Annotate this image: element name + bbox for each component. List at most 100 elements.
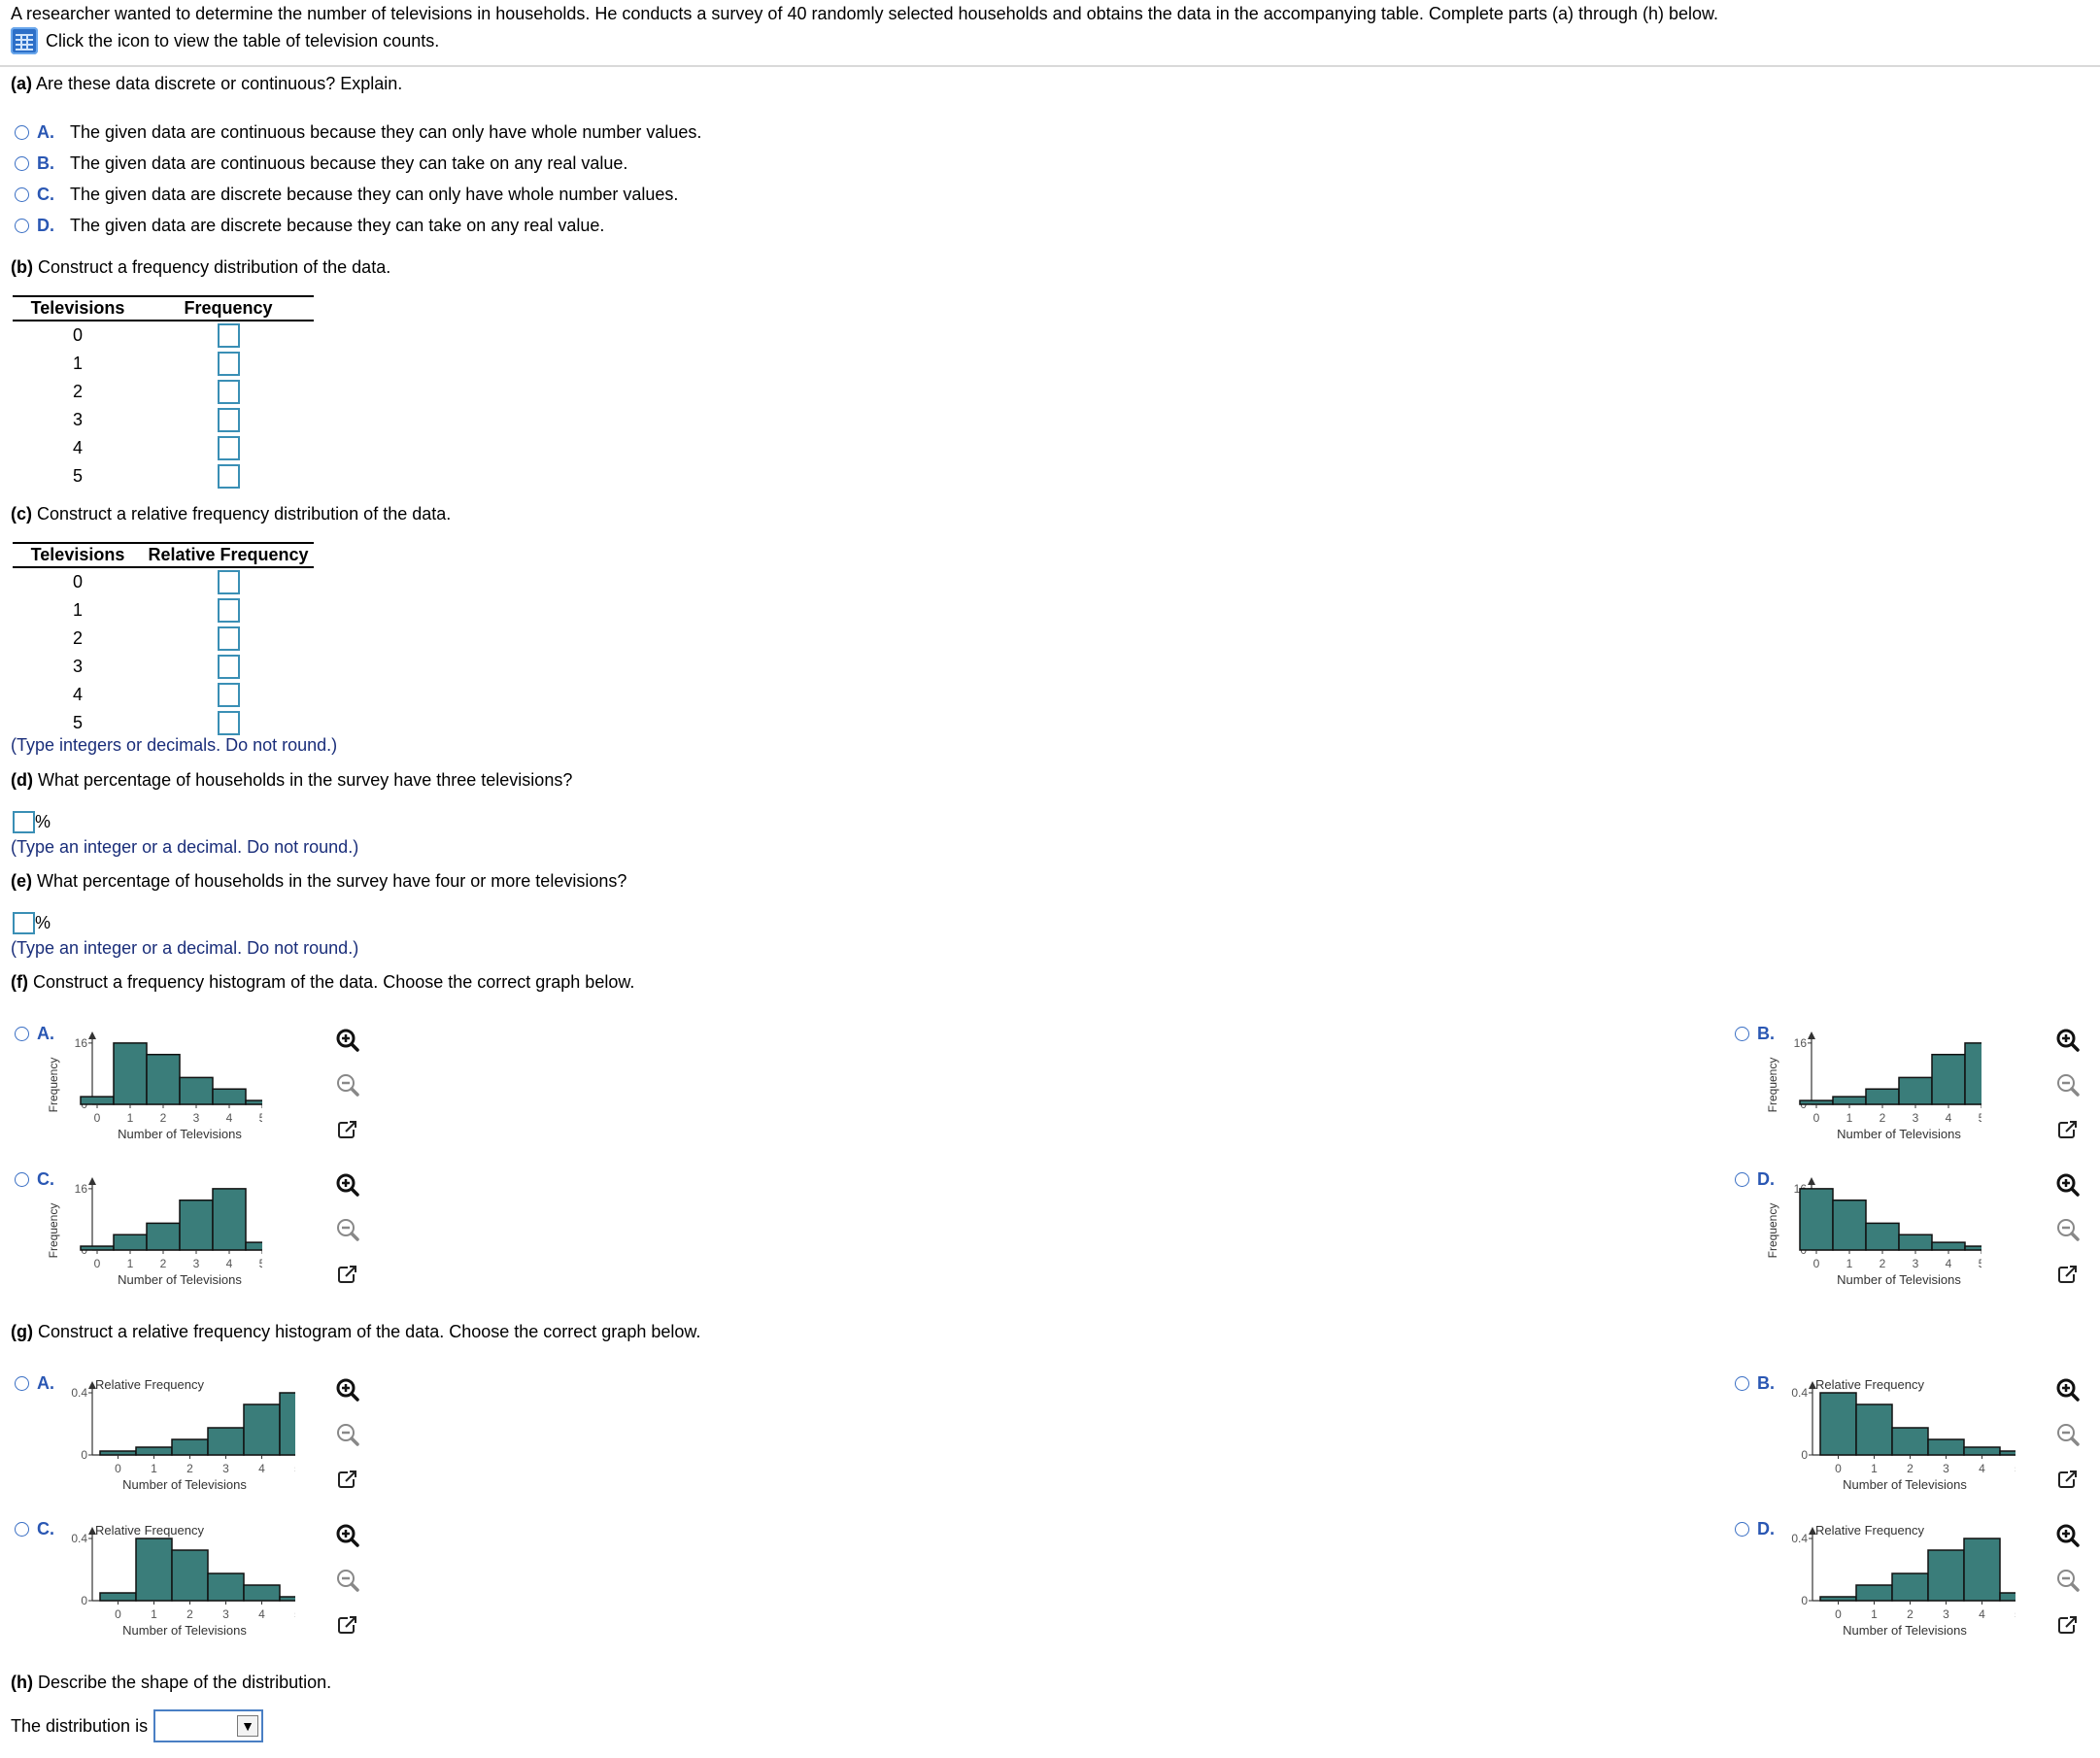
graph-option-radio[interactable]: C. [15, 1169, 70, 1190]
part-a-option-d[interactable]: D. The given data are discrete because th… [15, 216, 604, 236]
x-tick-label: 1 [1871, 1462, 1878, 1475]
zoom-out-icon[interactable] [335, 1422, 360, 1447]
relative-frequency-input[interactable] [217, 683, 240, 707]
part-g-question: (g) Construct a relative frequency histo… [11, 1322, 700, 1342]
histogram-bar [1931, 1241, 1966, 1251]
histogram-bar [1799, 1188, 1834, 1251]
histogram-bar [135, 1446, 173, 1456]
relative-frequency-input[interactable] [217, 598, 240, 623]
option-letter: B. [1757, 1373, 1775, 1393]
radio-button[interactable] [15, 1172, 29, 1187]
part-a-option-b[interactable]: B. The given data are continuous because … [15, 153, 627, 174]
x-tick-label: 3 [222, 1462, 229, 1475]
part-a-option-c[interactable]: C. The given data are discrete because th… [15, 185, 678, 205]
frequency-table: Televisions Frequency 0 1 2 3 4 5 [13, 295, 314, 490]
open-new-window-icon[interactable] [2055, 1262, 2081, 1287]
radio-button[interactable] [1735, 1027, 1749, 1041]
frequency-input[interactable] [217, 408, 240, 432]
zoom-in-icon[interactable] [2055, 1377, 2081, 1403]
table-row: 3 [13, 406, 314, 434]
frequency-input[interactable] [217, 323, 240, 348]
radio-button[interactable] [1735, 1376, 1749, 1391]
col-frequency: Frequency [143, 295, 314, 321]
open-new-window-icon[interactable] [2055, 1117, 2081, 1142]
part-f-label: (f) [11, 972, 28, 992]
frequency-input[interactable] [217, 436, 240, 460]
relative-frequency-input[interactable] [217, 570, 240, 594]
radio-button[interactable] [15, 125, 29, 140]
table-row: 3 [13, 653, 314, 681]
data-table-link[interactable]: Click the icon to view the table of tele… [11, 26, 439, 55]
zoom-out-icon[interactable] [2055, 1072, 2081, 1098]
open-new-window-icon[interactable] [2055, 1467, 2081, 1492]
graph-option-radio[interactable]: D. [1735, 1519, 1790, 1539]
distribution-shape-select[interactable]: ▼ [153, 1709, 264, 1742]
zoom-in-icon[interactable] [335, 1028, 360, 1053]
zoom-out-icon[interactable] [335, 1072, 360, 1098]
percent-input[interactable] [13, 811, 35, 833]
radio-button[interactable] [15, 156, 29, 171]
radio-button[interactable] [15, 1027, 29, 1041]
open-new-window-icon[interactable] [335, 1612, 360, 1638]
option-text: The given data are continuous because th… [70, 153, 628, 173]
histogram-bar [245, 1241, 262, 1251]
radio-button[interactable] [15, 1522, 29, 1537]
zoom-out-icon[interactable] [335, 1568, 360, 1593]
x-axis-label: Number of Televisions [1837, 1272, 1961, 1287]
zoom-out-icon[interactable] [2055, 1217, 2081, 1242]
part-d-answer: % [13, 811, 51, 833]
graph-option-radio[interactable]: C. [15, 1519, 70, 1539]
open-new-window-icon[interactable] [335, 1262, 360, 1287]
radio-button[interactable] [1735, 1522, 1749, 1537]
dropdown-arrow-icon[interactable]: ▼ [237, 1715, 259, 1737]
radio-button[interactable] [15, 1376, 29, 1391]
graph-option-radio[interactable]: D. [1735, 1169, 1790, 1190]
zoom-out-icon[interactable] [2055, 1568, 2081, 1593]
part-a-option-a[interactable]: A. The given data are continuous because … [15, 122, 701, 143]
histogram-bar [99, 1592, 137, 1602]
x-axis-label: Number of Televisions [1843, 1623, 1967, 1638]
x-tick-label: 3 [193, 1257, 200, 1270]
percent-input[interactable] [13, 912, 35, 934]
open-new-window-icon[interactable] [335, 1467, 360, 1492]
tv-count: 1 [72, 600, 83, 620]
zoom-in-icon[interactable] [335, 1377, 360, 1403]
open-new-window-icon[interactable] [2055, 1612, 2081, 1638]
radio-button[interactable] [1735, 1172, 1749, 1187]
graph-option-radio[interactable]: B. [1735, 1024, 1790, 1044]
histogram-bar [80, 1096, 115, 1105]
table-row: 0 [13, 321, 314, 350]
table-row: 4 [13, 434, 314, 462]
graph-option-radio[interactable]: A. [15, 1024, 70, 1044]
zoom-in-icon[interactable] [2055, 1523, 2081, 1548]
graph-option-radio[interactable]: B. [1735, 1373, 1790, 1394]
x-tick-label: 0 [94, 1257, 101, 1270]
zoom-out-icon[interactable] [2055, 1422, 2081, 1447]
frequency-input[interactable] [217, 380, 240, 404]
relative-frequency-input[interactable] [217, 626, 240, 651]
open-new-window-icon[interactable] [335, 1117, 360, 1142]
zoom-in-icon[interactable] [335, 1523, 360, 1548]
relative-frequency-input[interactable] [217, 711, 240, 735]
part-a-question: (a) Are these data discrete or continuou… [11, 74, 402, 94]
relative-frequency-input[interactable] [217, 655, 240, 679]
radio-button[interactable] [15, 219, 29, 233]
distribution-prompt: The distribution is [11, 1715, 149, 1736]
y-tick-label: 0.4 [71, 1532, 87, 1545]
x-tick-label: 4 [1979, 1462, 1985, 1475]
histogram-bar [1964, 1042, 1981, 1105]
table-icon[interactable] [11, 27, 38, 54]
x-tick-label: 3 [1943, 1607, 1949, 1621]
frequency-input[interactable] [217, 464, 240, 489]
option-letter: D. [1757, 1519, 1775, 1538]
graph-option-radio[interactable]: A. [15, 1373, 70, 1394]
zoom-in-icon[interactable] [2055, 1172, 2081, 1198]
zoom-out-icon[interactable] [335, 1217, 360, 1242]
x-tick-label: 4 [226, 1111, 233, 1125]
frequency-input[interactable] [217, 352, 240, 376]
radio-button[interactable] [15, 187, 29, 202]
zoom-in-icon[interactable] [335, 1172, 360, 1198]
zoom-in-icon[interactable] [2055, 1028, 2081, 1053]
